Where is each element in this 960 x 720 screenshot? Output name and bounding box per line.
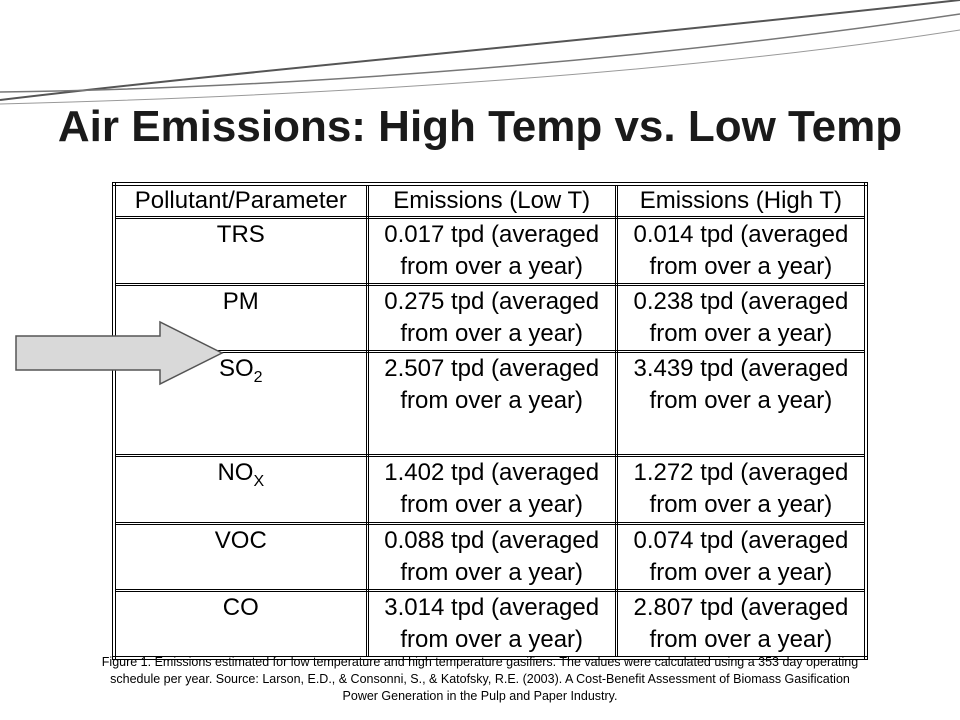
pollutant-cell: VOC [112, 522, 369, 592]
emissions-table: Pollutant/Parameter Emissions (Low T) Em… [112, 182, 868, 660]
pollutant-cell: CO [112, 589, 369, 660]
subscript: 2 [253, 368, 263, 386]
high-temp-cell: 1.272 tpd (averaged from over a year) [614, 454, 868, 525]
table-row: TRS 0.017 tpd (averaged from over a year)… [112, 216, 868, 286]
header-emissions-high: Emissions (High T) [614, 182, 868, 219]
pollutant-cell: TRS [112, 216, 369, 286]
table-row: VOC 0.088 tpd (averaged from over a year)… [112, 522, 868, 592]
table-row: PM 0.275 tpd (averaged from over a year) … [112, 283, 868, 353]
figure-caption: Figure 1. Emissions estimated for low te… [30, 654, 930, 705]
high-temp-cell: 0.238 tpd (averaged from over a year) [614, 283, 868, 353]
low-temp-cell: 0.275 tpd (averaged from over a year) [365, 283, 618, 353]
caption-line: schedule per year. Source: Larson, E.D.,… [110, 672, 850, 686]
slide-title: Air Emissions: High Temp vs. Low Temp [57, 102, 903, 151]
table-row: SO2 2.507 tpd (averaged from over a year)… [112, 350, 868, 457]
high-temp-cell: 2.807 tpd (averaged from over a year) [614, 589, 868, 660]
caption-line: Power Generation in the Pulp and Paper I… [342, 689, 618, 703]
table-row: NOX 1.402 tpd (averaged from over a year)… [112, 454, 868, 525]
low-temp-cell: 1.402 tpd (averaged from over a year) [365, 454, 618, 525]
caption-line: Figure 1. Emissions estimated for low te… [101, 655, 859, 669]
low-temp-cell: 3.014 tpd (averaged from over a year) [365, 589, 618, 660]
high-temp-cell: 0.074 tpd (averaged from over a year) [614, 522, 868, 592]
subscript: X [253, 472, 265, 490]
table-header-row: Pollutant/Parameter Emissions (Low T) Em… [112, 182, 868, 219]
right-arrow-icon [15, 320, 224, 386]
header-swoosh-decoration [0, 0, 960, 105]
high-temp-cell: 3.439 tpd (averaged from over a year) [614, 350, 868, 457]
header-emissions-low: Emissions (Low T) [365, 182, 618, 219]
low-temp-cell: 0.017 tpd (averaged from over a year) [365, 216, 618, 286]
header-pollutant: Pollutant/Parameter [112, 182, 369, 219]
high-temp-cell: 0.014 tpd (averaged from over a year) [614, 216, 868, 286]
table-row: CO 3.014 tpd (averaged from over a year) … [112, 589, 868, 660]
low-temp-cell: 2.507 tpd (averaged from over a year) [365, 350, 618, 457]
pollutant-cell: NOX [112, 454, 369, 525]
low-temp-cell: 0.088 tpd (averaged from over a year) [365, 522, 618, 592]
